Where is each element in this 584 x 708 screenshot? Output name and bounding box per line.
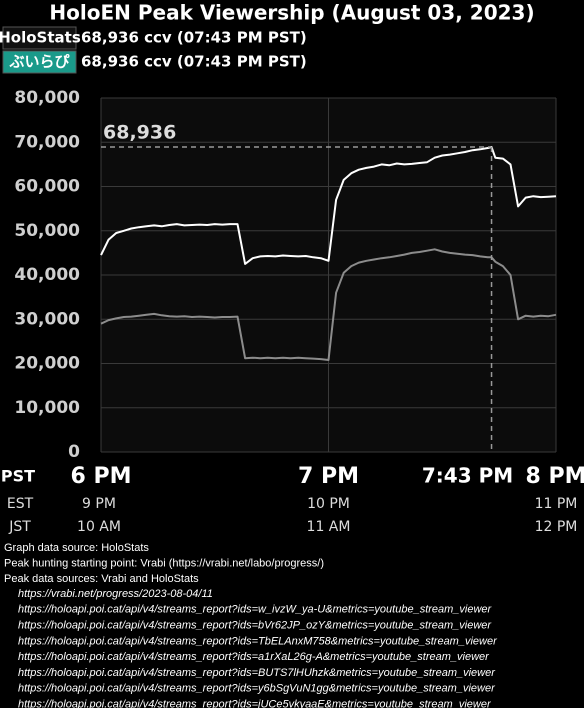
series-line — [100, 146, 557, 265]
x-tick-label-est: 10 PM — [307, 496, 350, 512]
x-tick-label-jst: 11 AM — [307, 519, 351, 535]
source-url: https://holoapi.poi.cat/api/v4/streams_r… — [18, 667, 496, 679]
source-url: https://vrabi.net/progress/2023-08-04/11 — [18, 588, 213, 600]
source-url: https://holoapi.poi.cat/api/v4/streams_r… — [18, 699, 492, 708]
peak-x-label: 7:43 PM — [422, 464, 513, 488]
note: Peak hunting starting point: Vrabi (http… — [4, 557, 324, 569]
y-tick-label: 10,000 — [14, 398, 80, 418]
source-badge — [2, 50, 77, 74]
source-url: https://holoapi.poi.cat/api/v4/streams_r… — [18, 620, 492, 632]
zone-label: JST — [8, 519, 31, 535]
source-badge — [2, 26, 77, 50]
source-url: https://holoapi.poi.cat/api/v4/streams_r… — [18, 604, 493, 616]
x-tick-label-est: 9 PM — [82, 496, 116, 512]
source-url: https://holoapi.poi.cat/api/v4/streams_r… — [18, 651, 490, 663]
zone-label: EST — [7, 496, 34, 512]
y-tick-label: 0 — [68, 442, 80, 462]
y-tick-label: 60,000 — [14, 177, 80, 197]
note: Graph data source: HoloStats — [4, 542, 149, 554]
peak-label: 68,936 — [103, 121, 176, 143]
y-tick-label: 40,000 — [14, 265, 80, 285]
source-text: 68,936 ccv (07:43 PM PST) — [81, 29, 307, 47]
x-tick-label: 7 PM — [298, 464, 359, 489]
x-tick-label: 6 PM — [71, 464, 132, 489]
source-text: 68,936 ccv (07:43 PM PST) — [81, 53, 307, 71]
source-badge-text: HoloStats — [0, 29, 81, 47]
x-tick-label-jst: 10 AM — [77, 519, 121, 535]
note: Peak data sources: Vrabi and HoloStats — [4, 573, 199, 585]
y-tick-label: 70,000 — [14, 132, 80, 152]
source-url: https://holoapi.poi.cat/api/v4/streams_r… — [18, 635, 498, 647]
source-badge-text: ぶいらぴ — [8, 53, 69, 71]
series-line — [100, 248, 557, 361]
y-tick-label: 50,000 — [14, 221, 80, 241]
y-tick-label: 80,000 — [14, 88, 80, 108]
zone-label: PST — [1, 467, 35, 486]
chart-title: HoloEN Peak Viewership (August 03, 2023) — [49, 1, 534, 25]
y-tick-label: 30,000 — [14, 309, 80, 329]
x-tick-label-jst: 12 PM — [535, 519, 578, 535]
x-tick-label-est: 11 PM — [535, 496, 578, 512]
x-tick-label: 8 PM — [526, 464, 584, 489]
source-url: https://holoapi.poi.cat/api/v4/streams_r… — [18, 683, 496, 695]
y-tick-label: 20,000 — [14, 354, 80, 374]
